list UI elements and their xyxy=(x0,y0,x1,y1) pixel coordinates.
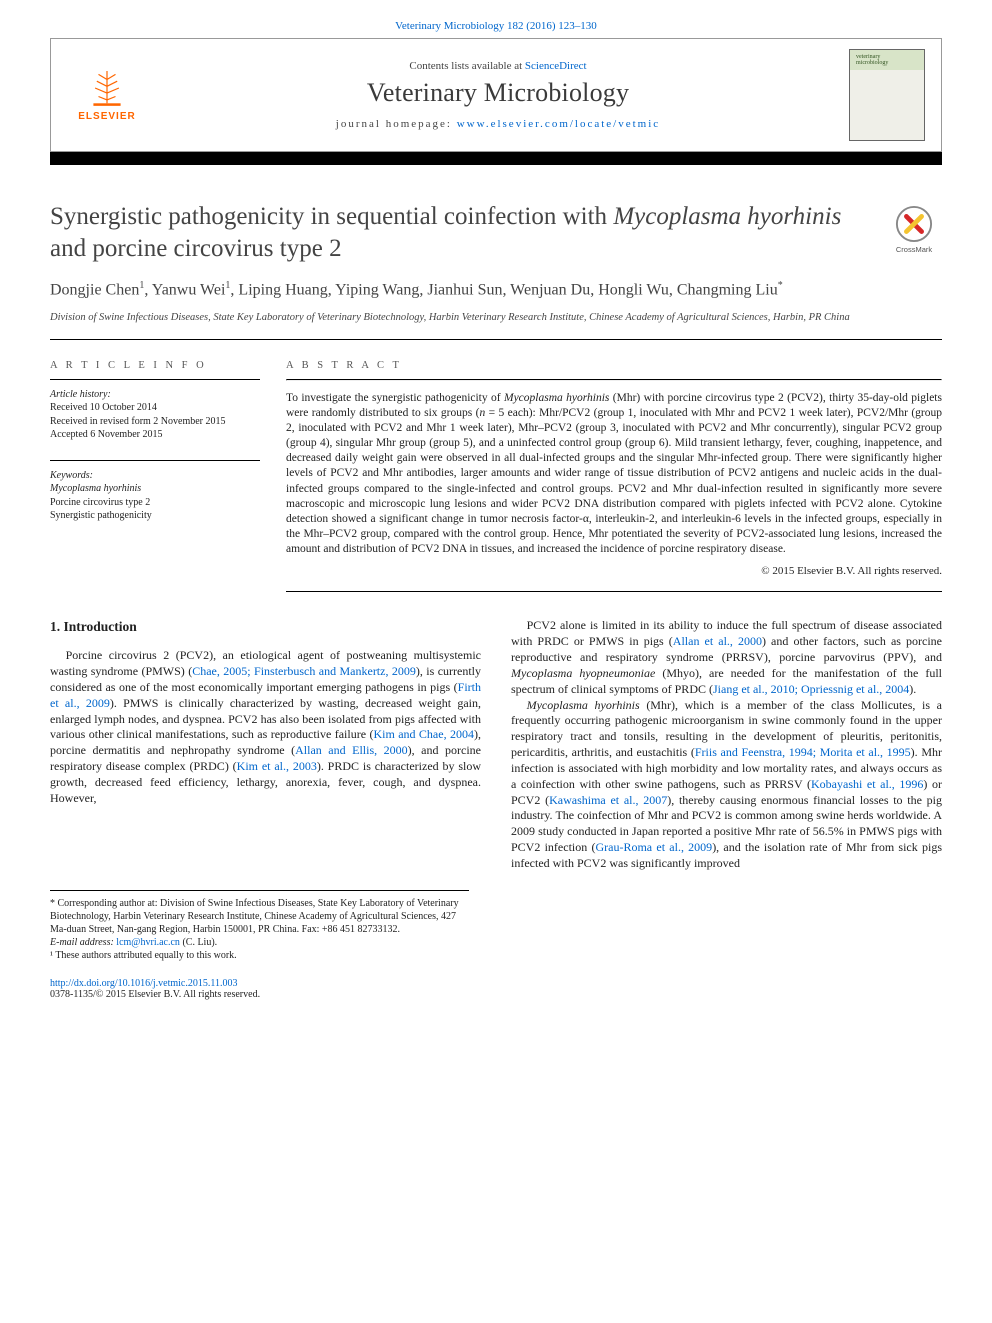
email-link[interactable]: lcm@hvri.ac.cn xyxy=(116,937,180,948)
received-date: Received 10 October 2014 xyxy=(50,402,157,413)
homepage-prefix: journal homepage: xyxy=(336,118,457,130)
page-header-ref: Veterinary Microbiology 182 (2016) 123–1… xyxy=(50,20,942,32)
cover-thumbnail: veterinary microbiology xyxy=(849,49,925,141)
crossmark-badge[interactable]: CrossMark xyxy=(886,205,942,254)
equal-contribution: ¹ These authors attributed equally to th… xyxy=(50,949,469,962)
keywords-block: Keywords: Mycoplasma hyorhinis Porcine c… xyxy=(50,469,260,523)
keyword: Porcine circovirus type 2 xyxy=(50,497,150,508)
email-label: E-mail address: xyxy=(50,937,116,948)
abstract-text: To investigate the synergistic pathogeni… xyxy=(286,391,942,558)
cover-title-2: microbiology xyxy=(856,60,888,66)
copyright-line: © 2015 Elsevier B.V. All rights reserved… xyxy=(286,565,942,577)
email-suffix: (C. Liu). xyxy=(180,937,217,948)
article-title: Synergistic pathogenicity in sequential … xyxy=(50,201,868,265)
keyword: Mycoplasma hyorhinis xyxy=(50,483,141,494)
body-two-column: 1. Introduction Porcine circovirus 2 (PC… xyxy=(50,618,942,871)
keywords-label: Keywords: xyxy=(50,470,93,481)
email-line: E-mail address: lcm@hvri.ac.cn (C. Liu). xyxy=(50,936,469,949)
doi-link[interactable]: http://dx.doi.org/10.1016/j.vetmic.2015.… xyxy=(50,978,238,989)
history-label: Article history: xyxy=(50,389,111,400)
accepted-date: Accepted 6 November 2015 xyxy=(50,429,162,440)
affiliation: Division of Swine Infectious Diseases, S… xyxy=(50,311,942,325)
homepage-line: journal homepage: www.elsevier.com/locat… xyxy=(147,118,849,130)
homepage-link[interactable]: www.elsevier.com/locate/vetmic xyxy=(457,118,660,130)
divider-thin xyxy=(286,379,942,381)
intro-heading: 1. Introduction xyxy=(50,618,481,636)
crossmark-icon xyxy=(895,205,933,243)
authors: Dongjie Chen1, Yanwu Wei1, Liping Huang,… xyxy=(50,279,942,301)
intro-p2: PCV2 alone is limited in its ability to … xyxy=(511,618,942,697)
journal-name: Veterinary Microbiology xyxy=(147,78,849,108)
intro-p3: Mycoplasma hyorhinis (Mhr), which is a m… xyxy=(511,698,942,872)
publisher-logo: ELSEVIER xyxy=(67,49,147,141)
header-black-bar xyxy=(50,151,942,165)
article-info-column: A R T I C L E I N F O Article history: R… xyxy=(50,360,260,593)
body-col-right: PCV2 alone is limited in its ability to … xyxy=(511,618,942,871)
body-col-left: 1. Introduction Porcine circovirus 2 (PC… xyxy=(50,618,481,871)
divider-thin xyxy=(50,460,260,461)
publisher-name: ELSEVIER xyxy=(78,111,135,122)
keyword: Synergistic pathogenicity xyxy=(50,510,152,521)
crossmark-label: CrossMark xyxy=(886,245,942,254)
divider xyxy=(286,591,942,592)
footnotes: * Corresponding author at: Division of S… xyxy=(50,890,469,962)
abstract-column: A B S T R A C T To investigate the syner… xyxy=(286,360,942,593)
header-center: Contents lists available at ScienceDirec… xyxy=(147,60,849,130)
journal-header: ELSEVIER Contents lists available at Sci… xyxy=(50,38,942,152)
revised-date: Received in revised form 2 November 2015 xyxy=(50,416,226,427)
divider-thin xyxy=(50,379,260,380)
sciencedirect-link[interactable]: ScienceDirect xyxy=(525,60,587,72)
article-info-label: A R T I C L E I N F O xyxy=(50,360,260,371)
bottom-block: http://dx.doi.org/10.1016/j.vetmic.2015.… xyxy=(50,978,942,1000)
article-history: Article history: Received 10 October 201… xyxy=(50,388,260,442)
intro-p1: Porcine circovirus 2 (PCV2), an etiologi… xyxy=(50,648,481,806)
corresponding-author: * Corresponding author at: Division of S… xyxy=(50,897,469,936)
elsevier-tree-icon xyxy=(90,69,124,107)
issn-copyright: 0378-1135/© 2015 Elsevier B.V. All right… xyxy=(50,989,260,1000)
abstract-label: A B S T R A C T xyxy=(286,360,942,371)
contents-line: Contents lists available at ScienceDirec… xyxy=(147,60,849,72)
page-ref-link[interactable]: Veterinary Microbiology 182 (2016) 123–1… xyxy=(395,20,597,32)
contents-prefix: Contents lists available at xyxy=(409,60,524,72)
divider xyxy=(50,339,942,340)
